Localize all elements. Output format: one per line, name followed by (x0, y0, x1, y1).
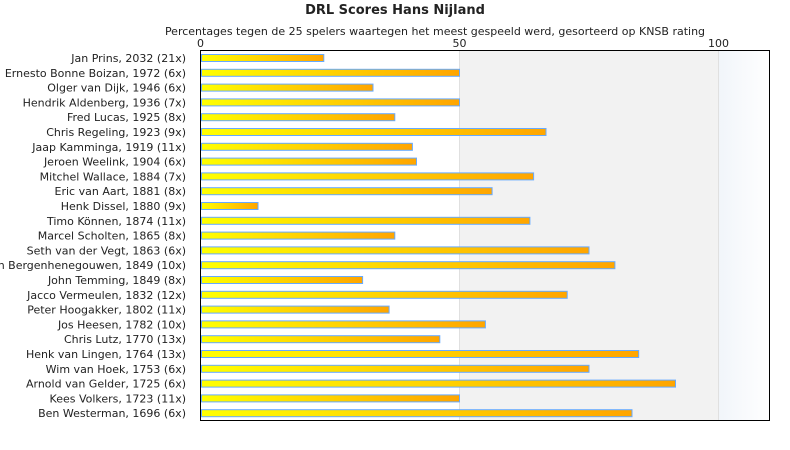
plot-frame (200, 50, 770, 421)
category-label: Ben Westerman, 1696 (6x) (38, 407, 186, 420)
chart-title: DRL Scores Hans Nijland (305, 3, 485, 18)
category-label: Kees Volkers, 1723 (11x) (50, 392, 186, 405)
chart-subtitle: Percentages tegen de 25 spelers waartege… (164, 25, 706, 38)
category-label: an Bergenhenegouwen, 1849 (10x) (0, 259, 186, 272)
bar (201, 142, 413, 151)
category-label: Hendrik Aldenberg, 1936 (7x) (23, 96, 186, 109)
bar (201, 68, 460, 77)
bar (201, 202, 259, 210)
bar (201, 379, 676, 388)
category-label: Arnold van Gelder, 1725 (6x) (26, 378, 186, 391)
bar (201, 216, 531, 225)
category-label: Timo Können, 1874 (11x) (46, 215, 186, 228)
bar (201, 364, 590, 373)
category-label: Marcel Scholten, 1865 (8x) (38, 230, 186, 243)
category-label: Jeroen Weelink, 1904 (6x) (43, 156, 186, 169)
category-label: Jacco Vermeulen, 1832 (12x) (26, 289, 186, 302)
category-label: Jaap Kamminga, 1919 (11x) (31, 141, 186, 154)
bar (201, 246, 590, 255)
category-label: Jan Prins, 2032 (21x) (70, 52, 186, 65)
category-label: Jos Heesen, 1782 (10x) (57, 318, 186, 331)
category-label: Ernesto Bonne Boizan, 1972 (6x) (5, 67, 186, 80)
bar (201, 350, 640, 358)
bar (201, 54, 325, 62)
category-label: Peter Hoogakker, 1802 (11x) (27, 304, 186, 317)
category-label: Henk van Lingen, 1764 (13x) (26, 348, 186, 361)
bar (201, 187, 493, 196)
bar (201, 276, 364, 284)
category-label: Eric van Aart, 1881 (8x) (55, 185, 186, 198)
category-label: Wim van Hoek, 1753 (6x) (46, 363, 186, 376)
bar (201, 394, 460, 403)
bar (201, 172, 535, 181)
bar (201, 98, 460, 107)
bar (201, 409, 633, 418)
category-label: Olger van Dijk, 1946 (6x) (47, 82, 186, 95)
bar (201, 320, 486, 329)
category-label: Seth van der Vegt, 1863 (6x) (27, 244, 186, 257)
category-label: Mitchel Wallace, 1884 (7x) (40, 170, 186, 183)
bar (201, 113, 396, 122)
x-tick-label: 100 (708, 37, 729, 50)
bar (201, 305, 390, 314)
background-band (459, 51, 719, 420)
bar (201, 231, 396, 240)
background-band (718, 51, 771, 420)
category-label: John Temming, 1849 (8x) (47, 274, 186, 287)
category-label: Chris Regeling, 1923 (9x) (46, 126, 186, 139)
bar (201, 83, 374, 92)
bar (201, 290, 568, 299)
bar (201, 261, 616, 270)
category-label: Chris Lutz, 1770 (13x) (64, 333, 186, 346)
bar (201, 157, 417, 166)
x-tick-label: 0 (197, 37, 204, 50)
category-label: Fred Lucas, 1925 (8x) (67, 111, 186, 124)
x-tick-label: 50 (453, 37, 467, 50)
bar (201, 335, 441, 344)
category-label: Henk Dissel, 1880 (9x) (61, 200, 186, 213)
bar (201, 128, 547, 136)
